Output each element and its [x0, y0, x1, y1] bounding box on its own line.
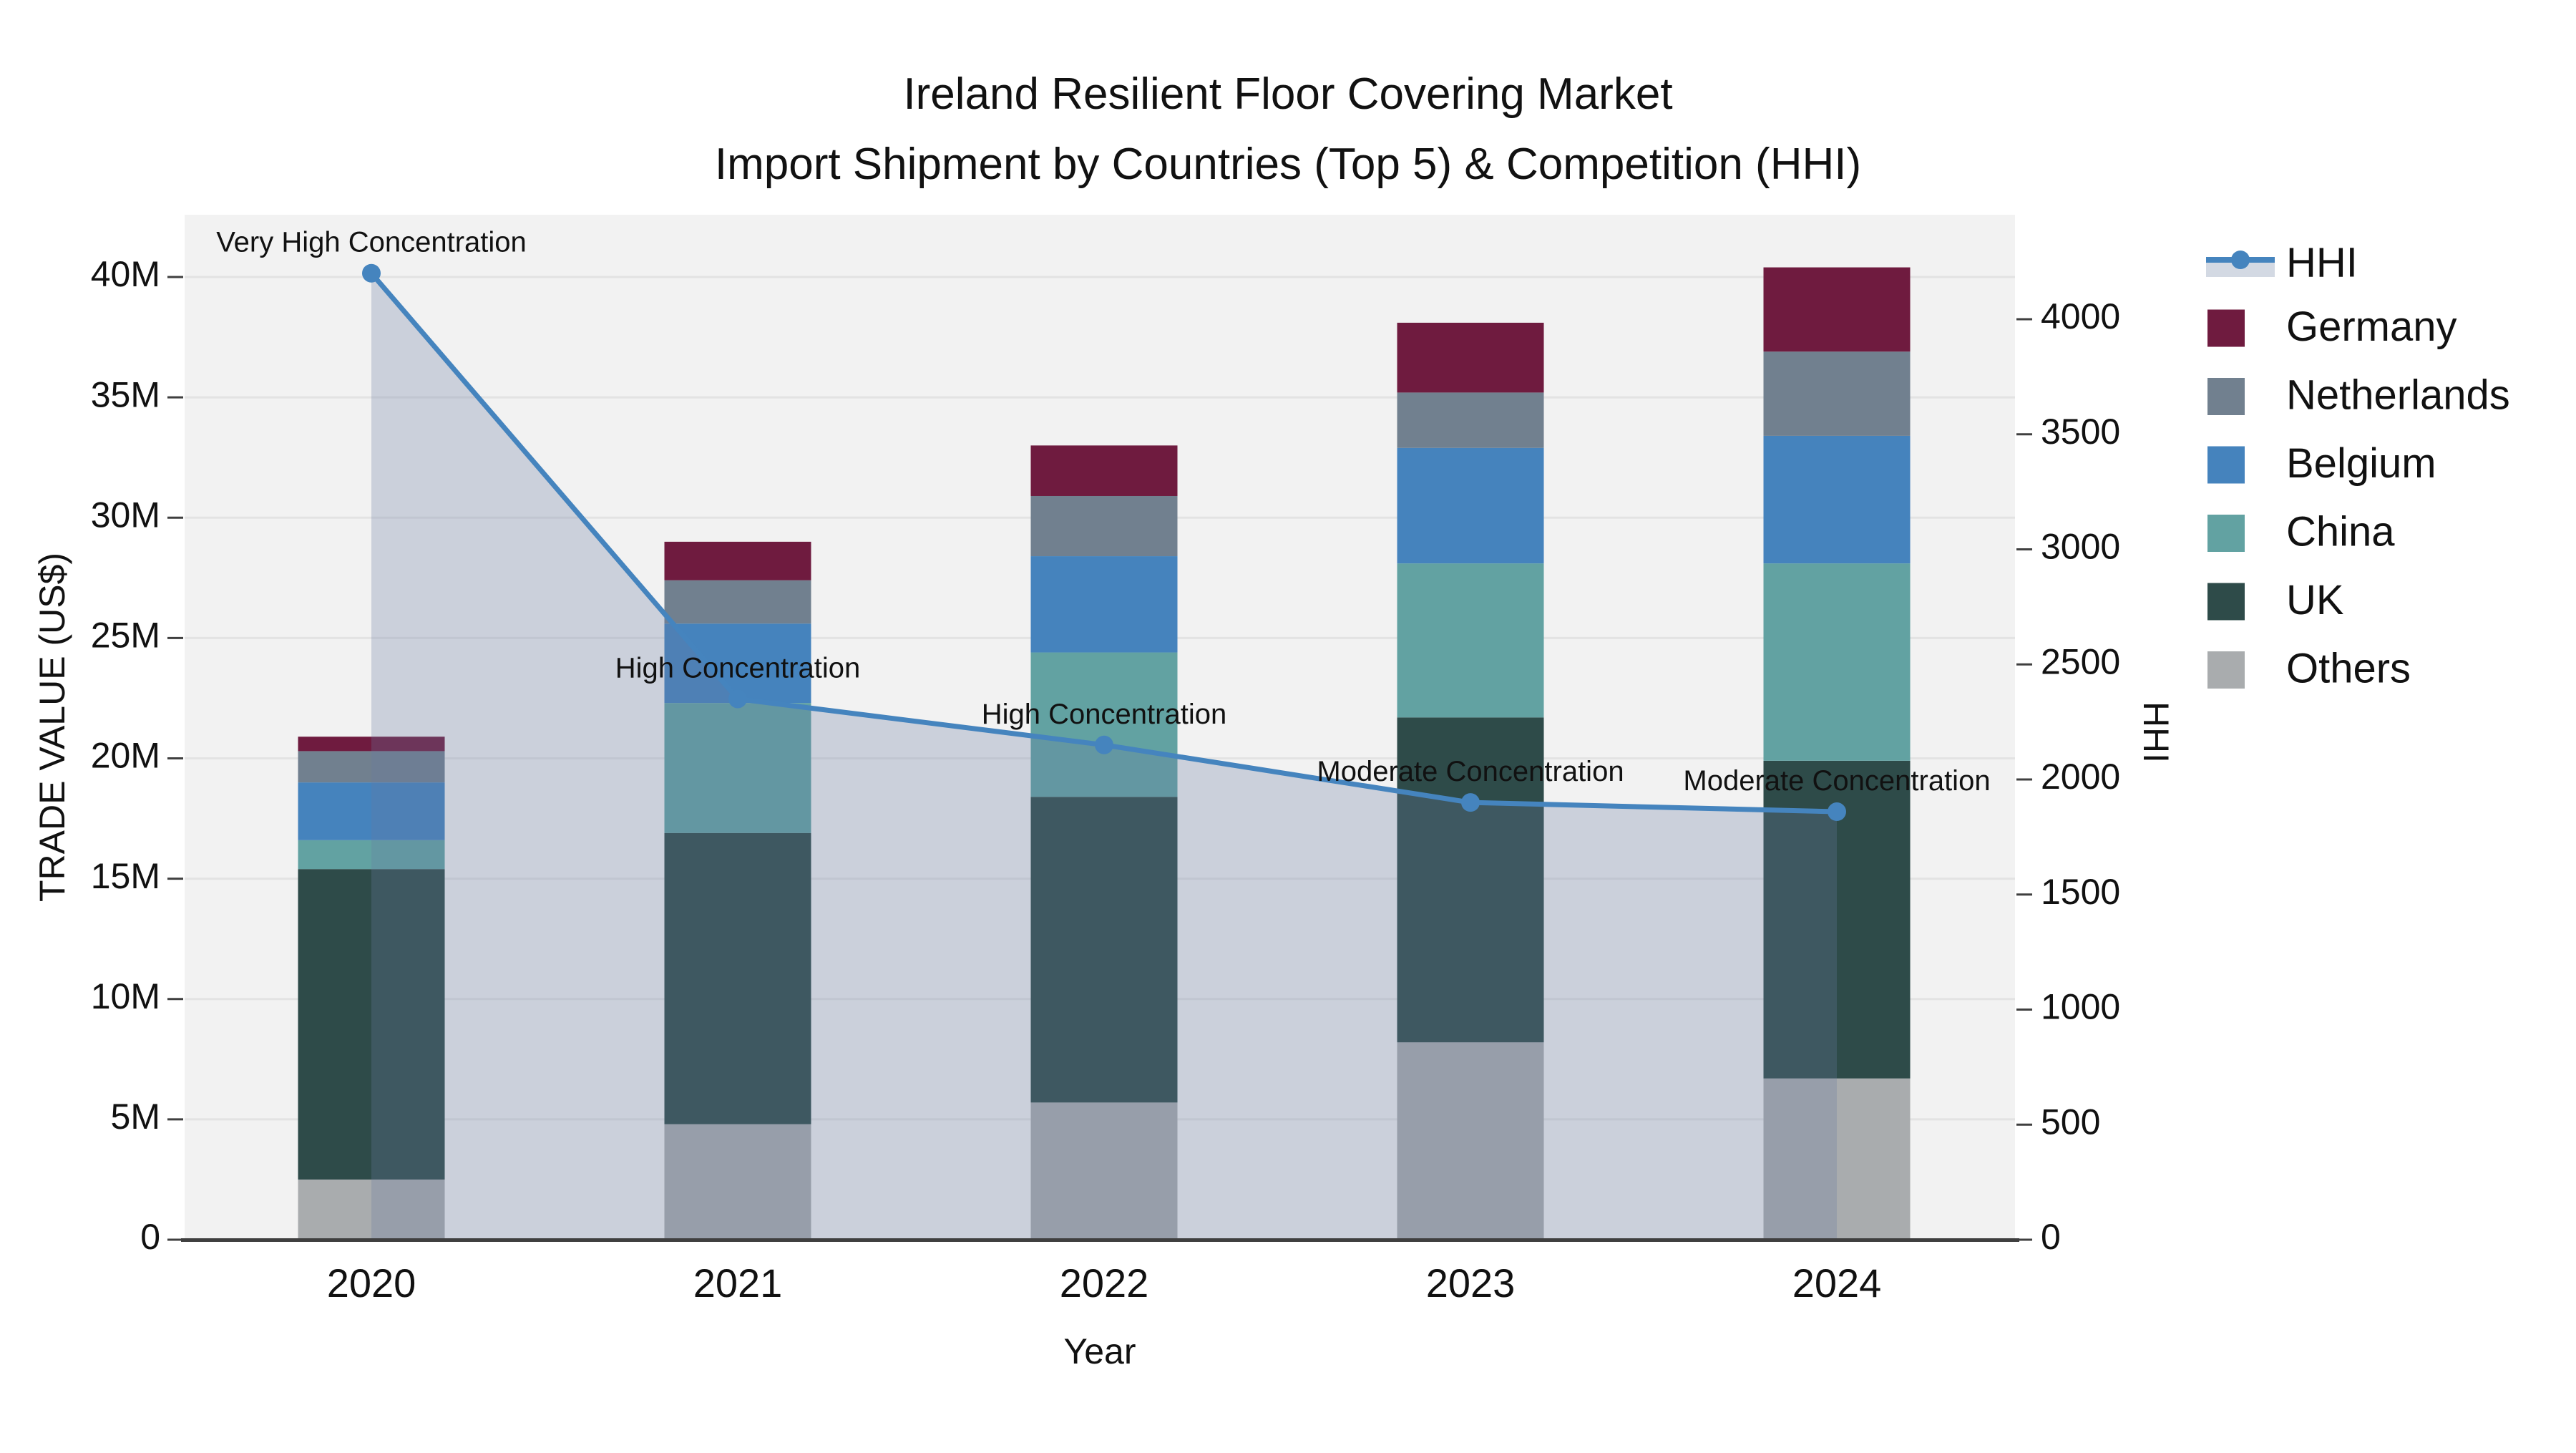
y-left-tick-label: 15M: [91, 856, 160, 896]
y-right-tick-label: 3500: [2041, 412, 2120, 452]
x-axis-title: Year: [1063, 1331, 1136, 1371]
bar-2022: [1030, 445, 1178, 1240]
annotation-2024: Moderate Concentration: [1683, 765, 1990, 797]
legend-label: China: [2286, 508, 2395, 555]
hhi-area-fill: [371, 273, 1837, 1240]
y-left-tick-label: 10M: [91, 976, 160, 1016]
bar-segment-others-2024[interactable]: [1763, 1078, 1911, 1240]
bar-segment-uk-2021[interactable]: [664, 832, 811, 1124]
legend-swatch-others: [2207, 651, 2245, 689]
y-left-tick-label: 30M: [91, 495, 160, 535]
legend-label: Others: [2286, 645, 2411, 691]
bar-segment-others-2021[interactable]: [664, 1124, 811, 1240]
legend-label: Belgium: [2286, 440, 2436, 487]
legend-label: Netherlands: [2286, 371, 2510, 418]
bar-segment-belgium-2024[interactable]: [1763, 435, 1911, 564]
legend-swatch-germany: [2207, 309, 2245, 347]
bar-segment-germany-2020[interactable]: [298, 737, 445, 752]
bar-segment-germany-2022[interactable]: [1030, 445, 1178, 496]
bar-segment-belgium-2022[interactable]: [1030, 556, 1178, 653]
bar-segment-netherlands-2022[interactable]: [1030, 495, 1178, 557]
y-left-tick-label: 20M: [91, 736, 160, 776]
legend-item-uk[interactable]: UK: [2207, 577, 2344, 623]
bar-segment-netherlands-2023[interactable]: [1397, 392, 1544, 448]
legend-item-netherlands[interactable]: Netherlands: [2207, 371, 2510, 418]
y-left-tick-label: 40M: [91, 254, 160, 294]
legend-swatch-uk: [2207, 583, 2245, 621]
y-left-tick-label: 25M: [91, 616, 160, 656]
legend-label: Germany: [2286, 303, 2457, 350]
bar-segment-belgium-2020[interactable]: [298, 782, 445, 840]
bar-segment-uk-2022[interactable]: [1030, 797, 1178, 1103]
bar-segment-china-2021[interactable]: [664, 703, 811, 833]
bar-2023: [1397, 322, 1544, 1240]
x-tick-label-2023: 2023: [1426, 1260, 1516, 1306]
bar-segment-netherlands-2021[interactable]: [664, 580, 811, 624]
y-right-tick-label: 1500: [2041, 872, 2120, 912]
y-left-tick-label: 5M: [111, 1097, 160, 1137]
bar-segment-germany-2021[interactable]: [664, 541, 811, 580]
x-tick-label-2024: 2024: [1792, 1260, 1882, 1306]
y-right-tick-label: 500: [2041, 1102, 2100, 1142]
x-tick-label-2021: 2021: [693, 1260, 783, 1306]
plot-render-root: Very High Concentration High Concentratio…: [91, 227, 2510, 1306]
bar-segment-china-2023[interactable]: [1397, 563, 1544, 718]
bar-segment-netherlands-2024[interactable]: [1763, 351, 1911, 436]
hhi-marker-2022[interactable]: [1095, 735, 1113, 754]
y-right-tick-label: 4000: [2041, 296, 2120, 336]
bar-segment-others-2020[interactable]: [298, 1179, 445, 1240]
x-tick-label-2022: 2022: [1060, 1260, 1149, 1306]
legend-swatch-china: [2207, 515, 2245, 552]
chart-title: Ireland Resilient Floor Covering Market: [903, 69, 1672, 119]
x-axis-line: [181, 1238, 2019, 1242]
bar-2020: [298, 737, 445, 1240]
legend-hhi-marker-swatch: [2231, 251, 2250, 269]
legend-item-others[interactable]: Others: [2207, 645, 2411, 691]
y-right-tick-label: 3000: [2041, 527, 2120, 567]
bar-segment-uk-2023[interactable]: [1397, 717, 1544, 1043]
legend-swatch-netherlands: [2207, 378, 2245, 415]
bar-segment-china-2024[interactable]: [1763, 563, 1911, 761]
legend-item-germany[interactable]: Germany: [2207, 303, 2457, 350]
legend-item-china[interactable]: China: [2207, 508, 2395, 555]
y-left-tick-label: 35M: [91, 374, 160, 414]
bar-segment-others-2022[interactable]: [1030, 1102, 1178, 1240]
bar-segment-netherlands-2020[interactable]: [298, 751, 445, 783]
y-right-tick-label: 2000: [2041, 757, 2120, 797]
bar-segment-others-2023[interactable]: [1397, 1042, 1544, 1240]
hhi-marker-2023[interactable]: [1461, 793, 1480, 812]
bar-segment-germany-2024[interactable]: [1763, 267, 1911, 352]
legend-label: HHI: [2286, 239, 2358, 286]
annotation-2020: Very High Concentration: [216, 227, 527, 258]
annotation-2021: High Concentration: [615, 652, 860, 684]
bar-segment-china-2022[interactable]: [1030, 652, 1178, 797]
y-right-tick-label: 0: [2041, 1217, 2061, 1257]
y-right-tick-label: 2500: [2041, 641, 2120, 681]
annotation-2022: High Concentration: [982, 699, 1226, 730]
legend-item-hhi[interactable]: HHI: [2206, 239, 2358, 286]
y-right-axis-title: HHI: [2136, 701, 2176, 763]
hhi-marker-2020[interactable]: [362, 263, 381, 283]
bar-segment-germany-2023[interactable]: [1397, 322, 1544, 393]
y-left-axis-title: TRADE VALUE (US$): [32, 553, 72, 902]
bar-2021: [664, 541, 811, 1240]
bar-segment-china-2020[interactable]: [298, 840, 445, 870]
y-left-tick-label: 0: [140, 1217, 160, 1257]
bar-segment-uk-2020[interactable]: [298, 869, 445, 1180]
legend-label: UK: [2286, 577, 2344, 623]
hhi-marker-2024[interactable]: [1828, 802, 1846, 822]
legend-item-belgium[interactable]: Belgium: [2207, 440, 2436, 487]
hhi-marker-2021[interactable]: [728, 689, 747, 709]
chart-subtitle: Import Shipment by Countries (Top 5) & C…: [715, 140, 1861, 189]
y-right-tick-label: 1000: [2041, 987, 2120, 1027]
legend-swatch-belgium: [2207, 446, 2245, 484]
x-tick-label-2020: 2020: [327, 1260, 416, 1306]
annotation-2023: Moderate Concentration: [1317, 756, 1624, 787]
bar-segment-belgium-2023[interactable]: [1397, 447, 1544, 564]
